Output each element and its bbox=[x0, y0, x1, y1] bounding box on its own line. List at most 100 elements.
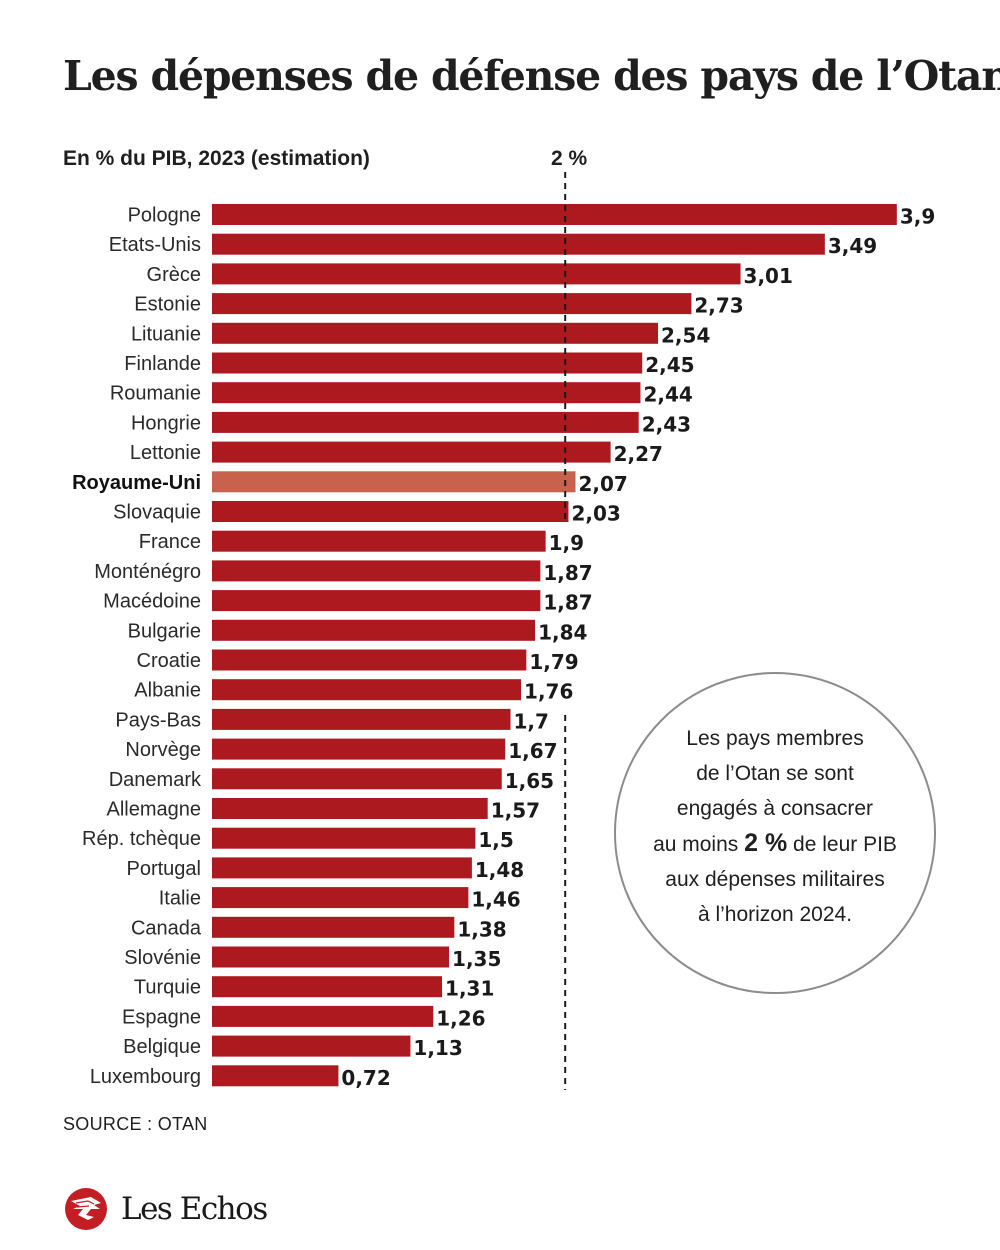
annotation-line: à l’horizon 2024. bbox=[697, 902, 853, 926]
value-label: 1,31 bbox=[445, 977, 494, 1001]
bar-pologne bbox=[212, 204, 897, 225]
bar-r-p-tch-que bbox=[212, 827, 476, 849]
annotation-text: Les pays membres de l’Otan se sont engag… bbox=[625, 721, 925, 932]
bar-estonie bbox=[212, 293, 692, 315]
category-label: Etats-Unis bbox=[109, 234, 201, 256]
bar-allemagne bbox=[212, 798, 488, 819]
bar-canada bbox=[212, 916, 455, 938]
value-label: 2,03 bbox=[571, 502, 620, 526]
bar-lituanie bbox=[212, 322, 659, 344]
value-label: 1,57 bbox=[491, 799, 540, 823]
category-label: Bulgarie bbox=[128, 620, 201, 642]
les-echos-logo-icon bbox=[65, 1188, 107, 1230]
reference-line-label: 2 % bbox=[551, 147, 588, 170]
bar-croatie bbox=[212, 649, 527, 671]
annotation-emphasis: 2 % bbox=[744, 828, 788, 857]
value-label: 2,45 bbox=[645, 353, 694, 377]
category-label: Croatie bbox=[137, 650, 201, 672]
bar-france bbox=[212, 530, 546, 552]
value-label: 1,87 bbox=[543, 561, 592, 585]
category-label: Roumanie bbox=[110, 383, 201, 405]
bar-etats-unis bbox=[212, 233, 825, 255]
annotation-text-part: de leur PIB bbox=[787, 832, 897, 856]
bar-portugal bbox=[212, 857, 472, 879]
bar-pays-bas bbox=[212, 708, 511, 730]
category-label: Lituanie bbox=[131, 323, 201, 345]
bar-italie bbox=[212, 887, 469, 909]
bars-layer bbox=[212, 204, 897, 1087]
annotation-line: Les pays membres bbox=[686, 726, 864, 750]
brand-logo[interactable]: Les Echos bbox=[64, 1187, 268, 1231]
category-label: Slovénie bbox=[124, 947, 201, 969]
value-label: 1,35 bbox=[452, 947, 501, 971]
brand-name: Les Echos bbox=[121, 1191, 268, 1227]
category-label: Italie bbox=[159, 888, 201, 910]
category-label: Slovaquie bbox=[113, 502, 201, 524]
category-label: Estonie bbox=[134, 294, 201, 316]
bar-norv-ge bbox=[212, 738, 506, 760]
value-label: 1,9 bbox=[549, 531, 584, 555]
category-label: Norvège bbox=[125, 739, 201, 761]
value-label: 2,43 bbox=[642, 412, 691, 436]
category-label: Albanie bbox=[134, 680, 201, 702]
bar-danemark bbox=[212, 768, 502, 790]
chart-title: Les dépenses de défense des pays de l’Ot… bbox=[63, 52, 1000, 100]
value-label: 1,13 bbox=[413, 1036, 462, 1060]
bar-finlande bbox=[212, 352, 643, 374]
category-label: Grèce bbox=[147, 264, 201, 286]
annotation-line: aux dépenses militaires bbox=[665, 867, 885, 891]
annotation-line: au moins 2 % de leur PIB bbox=[625, 826, 925, 862]
value-label: 1,84 bbox=[538, 620, 587, 644]
value-label: 3,01 bbox=[744, 264, 793, 288]
category-label: Pologne bbox=[128, 205, 201, 227]
category-label: Portugal bbox=[127, 858, 202, 880]
value-label: 2,07 bbox=[578, 472, 627, 496]
labels-layer: Pologne 3,9 Etats-Unis 3,49 Grèce 3,01 Estonie… bbox=[72, 205, 935, 1090]
category-label: Lettonie bbox=[130, 442, 201, 464]
bar-espagne bbox=[212, 1005, 434, 1027]
annotation-line: de l’Otan se sont bbox=[696, 761, 854, 785]
annotation-circle: Les pays membres de l’Otan se sont engag… bbox=[614, 672, 936, 994]
bar-mont-n-gro bbox=[212, 560, 541, 582]
bar-roumanie bbox=[212, 382, 641, 404]
category-label: Royaume-Uni bbox=[72, 472, 201, 494]
value-label: 0,72 bbox=[341, 1066, 390, 1090]
value-label: 1,67 bbox=[508, 739, 557, 763]
bar-hongrie bbox=[212, 411, 639, 433]
bar-slov-nie bbox=[212, 946, 450, 968]
annotation-line: engagés à consacrer bbox=[676, 796, 874, 820]
category-label: Danemark bbox=[109, 769, 202, 791]
category-label: Macédoine bbox=[103, 591, 201, 613]
category-label: Luxembourg bbox=[90, 1066, 201, 1088]
value-label: 3,9 bbox=[900, 205, 935, 229]
value-label: 1,65 bbox=[505, 769, 554, 793]
bar-slovaquie bbox=[212, 501, 569, 522]
annotation-text-part: au moins bbox=[653, 832, 745, 856]
category-label: France bbox=[139, 531, 201, 553]
bar-mac-doine bbox=[212, 590, 541, 612]
value-label: 2,44 bbox=[643, 383, 692, 407]
value-label: 3,49 bbox=[828, 234, 877, 258]
value-label: 2,54 bbox=[661, 323, 710, 347]
category-label: Canada bbox=[131, 917, 202, 939]
category-label: Pays-Bas bbox=[115, 709, 201, 731]
bar-bulgarie bbox=[212, 619, 536, 641]
bar-gr-ce bbox=[212, 263, 741, 285]
value-label: 1,7 bbox=[514, 709, 549, 733]
value-label: 1,26 bbox=[436, 1006, 485, 1030]
category-label: Allemagne bbox=[106, 799, 201, 821]
value-label: 1,46 bbox=[471, 888, 520, 912]
bar-belgique bbox=[212, 1035, 411, 1057]
chart-subtitle: En % du PIB, 2023 (estimation) bbox=[63, 147, 370, 170]
category-label: Hongrie bbox=[131, 412, 201, 434]
category-label: Rép. tchèque bbox=[82, 828, 201, 850]
category-label: Belgique bbox=[123, 1036, 201, 1058]
value-label: 1,87 bbox=[543, 591, 592, 615]
value-label: 2,73 bbox=[694, 294, 743, 318]
category-label: Monténégro bbox=[94, 561, 201, 583]
bar-lettonie bbox=[212, 441, 611, 463]
value-label: 1,79 bbox=[529, 650, 578, 674]
bar-turquie bbox=[212, 976, 443, 998]
value-label: 1,38 bbox=[457, 917, 506, 941]
